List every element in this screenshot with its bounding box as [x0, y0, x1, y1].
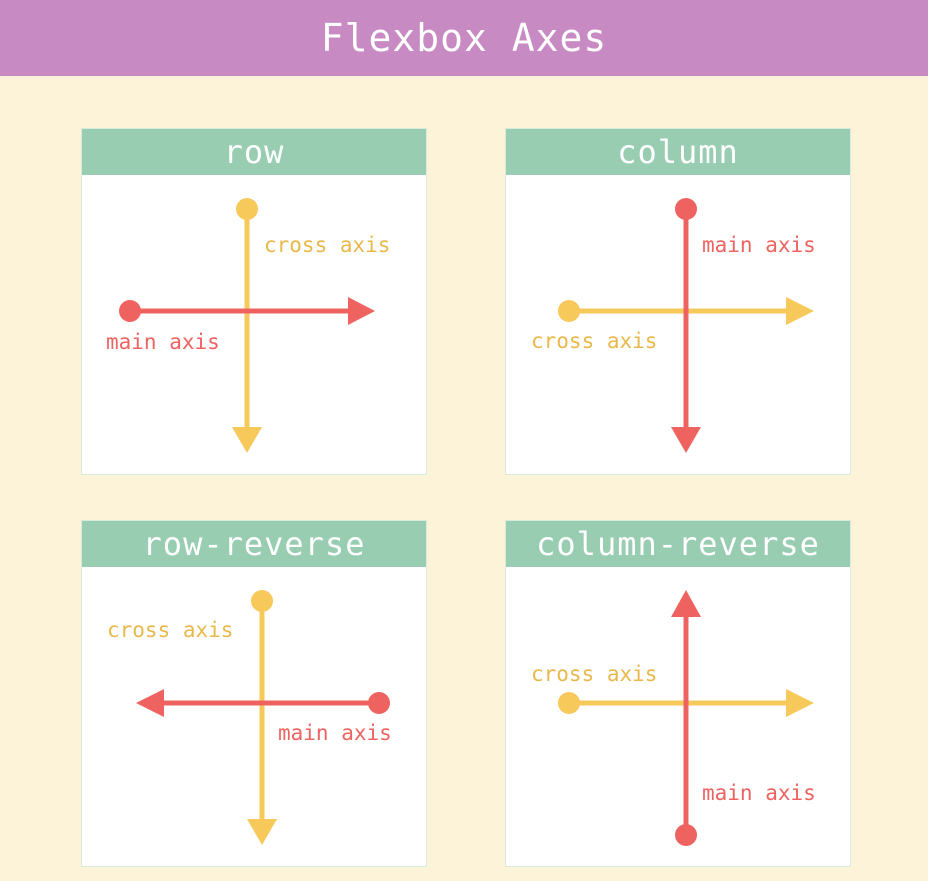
main-axis-label: main axis	[278, 721, 392, 745]
cross-axis-arrow	[247, 590, 277, 845]
panel-row: row cross axis main axis	[81, 128, 427, 475]
main-axis-arrow	[671, 590, 701, 846]
panel-row-reverse: row-reverse cross axis main axis	[81, 520, 427, 867]
right-edge-strip	[928, 0, 936, 881]
panel-header: row-reverse	[82, 521, 426, 567]
panel-title: column-reverse	[536, 525, 820, 563]
main-axis-label: main axis	[106, 330, 220, 354]
main-axis-arrow	[136, 689, 390, 717]
panel-title: column	[617, 133, 739, 171]
panel-column: column main axis cross axis	[505, 128, 851, 475]
main-axis-label: main axis	[702, 781, 816, 805]
axes-diagram-column-reverse: cross axis main axis	[531, 590, 816, 846]
cross-axis-label: cross axis	[531, 662, 657, 686]
axes-diagram-column: main axis cross axis	[531, 198, 816, 453]
main-axis-label: main axis	[702, 233, 816, 257]
main-axis-arrow	[671, 198, 701, 453]
axes-diagram-row-reverse: cross axis main axis	[107, 590, 392, 845]
axes-diagram-row: cross axis main axis	[106, 198, 390, 453]
main-axis-arrow	[119, 297, 375, 325]
panel-column-reverse: column-reverse cross axis main axis	[505, 520, 851, 867]
page-title: Flexbox Axes	[320, 16, 608, 60]
panel-title: row	[223, 133, 285, 171]
cross-axis-label: cross axis	[107, 618, 233, 642]
cross-axis-arrow	[558, 297, 814, 325]
panel-title: row-reverse	[142, 525, 366, 563]
cross-axis-label: cross axis	[531, 329, 657, 353]
panel-header: column-reverse	[506, 521, 850, 567]
cross-axis-label: cross axis	[264, 233, 390, 257]
title-bar: Flexbox Axes	[0, 0, 928, 76]
panel-header: column	[506, 129, 850, 175]
cross-axis-arrow	[232, 198, 262, 453]
panel-header: row	[82, 129, 426, 175]
cross-axis-arrow	[558, 689, 814, 717]
